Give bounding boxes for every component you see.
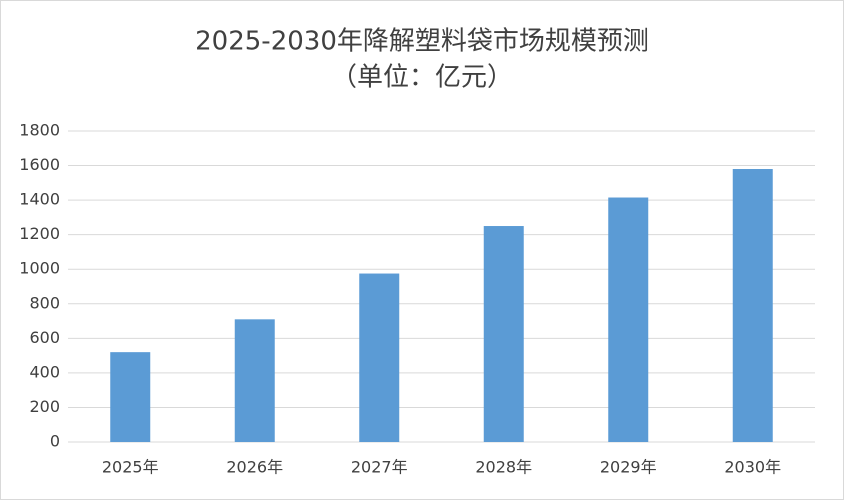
y-tick-label: 1200 xyxy=(19,224,60,243)
y-tick-label: 1400 xyxy=(19,190,60,209)
y-tick-label: 200 xyxy=(29,397,60,416)
x-tick-label: 2030年 xyxy=(724,458,781,477)
x-tick-label: 2029年 xyxy=(600,458,657,477)
x-tick-label: 2028年 xyxy=(475,458,532,477)
bar xyxy=(732,169,773,442)
x-tick-label: 2025年 xyxy=(102,458,159,477)
bar xyxy=(234,319,275,442)
y-tick-label: 600 xyxy=(29,328,60,347)
y-tick-label: 0 xyxy=(50,432,60,451)
chart-title: 2025-2030年降解塑料袋市场规模预测 xyxy=(195,27,649,57)
y-tick-label: 1800 xyxy=(19,121,60,140)
bar xyxy=(110,352,151,442)
bar xyxy=(483,226,524,442)
x-tick-label: 2027年 xyxy=(351,458,408,477)
chart-subtitle: （单位：亿元） xyxy=(331,63,513,93)
y-tick-label: 800 xyxy=(29,293,60,312)
y-tick-label: 400 xyxy=(29,362,60,381)
y-tick-label: 1600 xyxy=(19,155,60,174)
bar xyxy=(359,273,400,442)
bar xyxy=(608,197,649,442)
y-tick-label: 1000 xyxy=(19,259,60,278)
x-tick-label: 2026年 xyxy=(226,458,283,477)
